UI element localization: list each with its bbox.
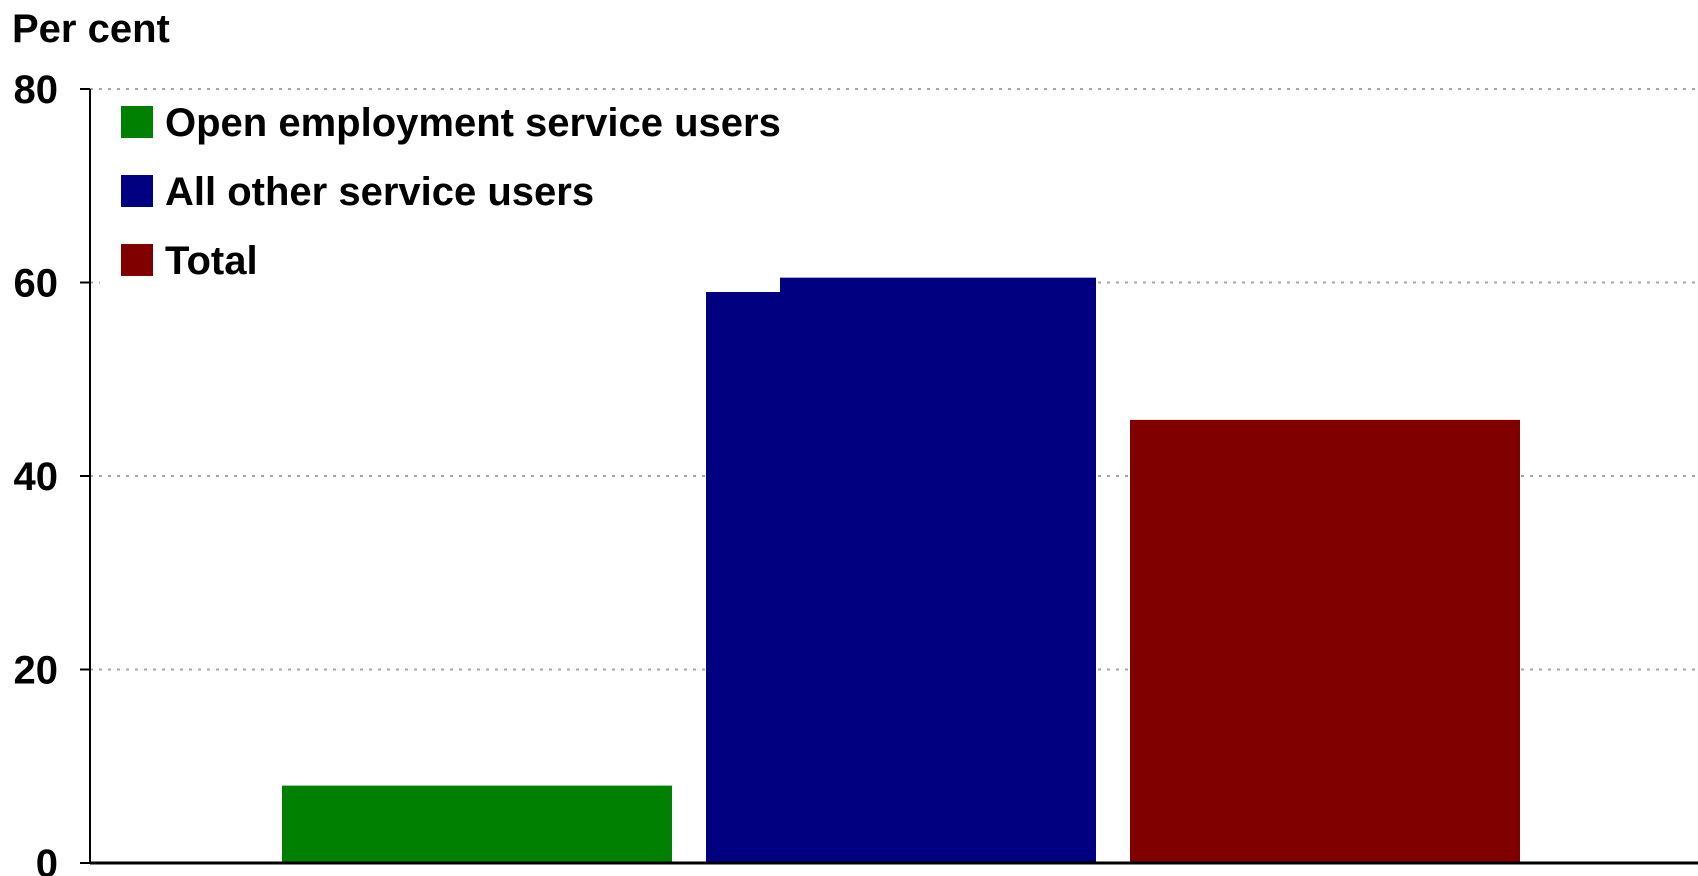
bar-3 [1130, 419, 1520, 863]
legend: Open employment service users All other s… [121, 101, 781, 283]
y-axis-ticks: 0 20 40 60 80 [14, 68, 90, 876]
y-axis-label: Per cent [12, 7, 170, 51]
legend-label: Open employment service users [165, 101, 781, 145]
bars [282, 277, 1520, 864]
y-tick-label: 0 [36, 842, 58, 876]
legend-swatch [121, 106, 153, 138]
legend-background [100, 92, 780, 292]
y-tick-label: 40 [14, 455, 59, 499]
y-tick-label: 60 [14, 262, 59, 306]
bar-2 [706, 277, 1096, 864]
legend-label: Total [165, 239, 258, 283]
y-tick-label: 20 [14, 649, 59, 693]
legend-swatch [121, 175, 153, 207]
legend-label: All other service users [165, 170, 594, 214]
y-tick-label: 80 [14, 68, 59, 112]
bar-1 [282, 785, 672, 863]
legend-swatch [121, 244, 153, 276]
